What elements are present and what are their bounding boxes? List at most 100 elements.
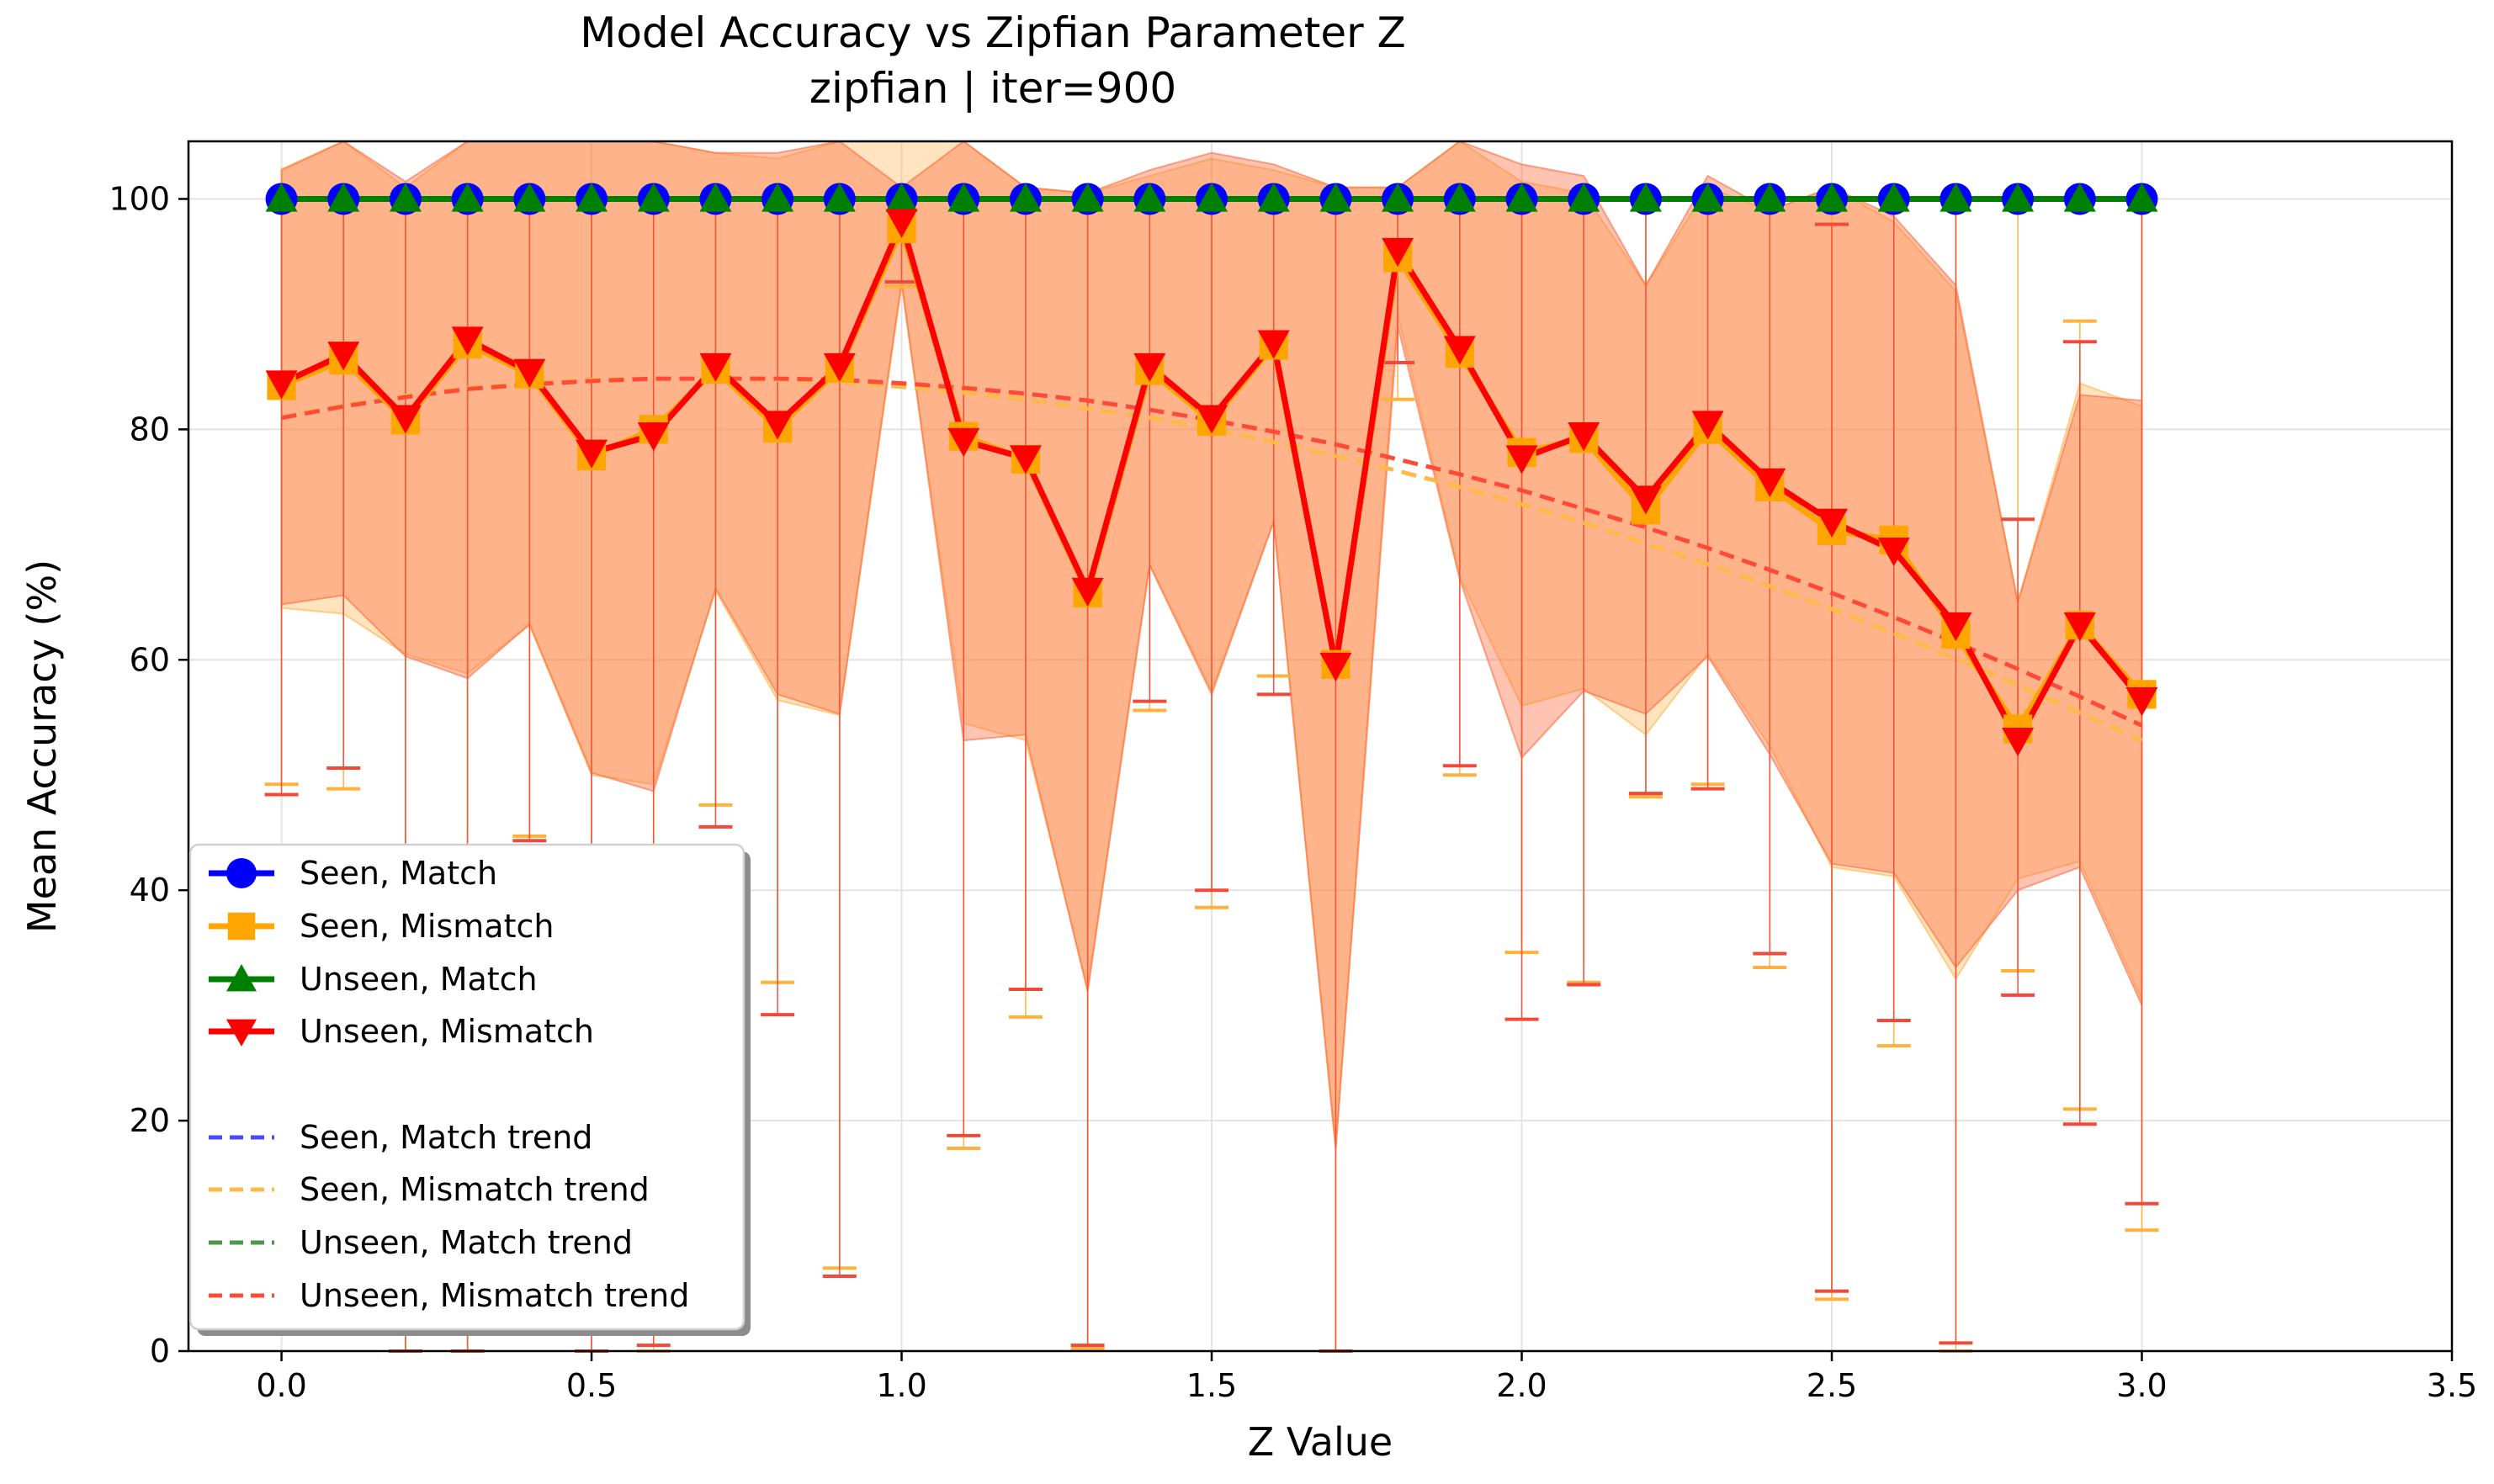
legend-label: Seen, Match trend bbox=[300, 1119, 592, 1156]
data-point bbox=[1319, 652, 1352, 682]
legend-label: Unseen, Mismatch bbox=[300, 1013, 594, 1050]
data-point bbox=[1443, 183, 1476, 212]
data-point bbox=[1071, 183, 1104, 212]
plot-frame bbox=[187, 140, 2454, 1353]
data-point bbox=[576, 439, 608, 469]
chart-title: Model Accuracy vs Zipfian Parameter Z bbox=[580, 8, 1406, 57]
y-axis-label: Mean Accuracy (%) bbox=[19, 559, 65, 933]
legend: Seen, Match Seen, Mismatch Unseen, Match Un… bbox=[188, 843, 751, 1336]
x-tick-label: 1.5 bbox=[1186, 1367, 1237, 1404]
legend-label: Seen, Mismatch trend bbox=[300, 1171, 650, 1208]
data-point bbox=[1691, 183, 1724, 212]
x-tick-label: 2.0 bbox=[1496, 1367, 1547, 1404]
legend-label: Unseen, Match bbox=[300, 961, 538, 998]
data-point bbox=[947, 183, 980, 212]
data-point bbox=[637, 183, 670, 212]
data-point bbox=[1877, 537, 1910, 567]
data-point bbox=[327, 183, 360, 212]
data-point bbox=[1071, 577, 1104, 607]
data-point bbox=[1754, 183, 1786, 212]
data-point bbox=[2002, 727, 2035, 757]
data-point bbox=[1133, 352, 1166, 383]
x-tick-label: 1.0 bbox=[876, 1367, 926, 1404]
data-point bbox=[1257, 330, 1290, 359]
y-axis: 0 20 40 60 80 100 bbox=[109, 180, 188, 1370]
data-point bbox=[1816, 183, 1849, 212]
data-point bbox=[823, 352, 856, 383]
data-point bbox=[637, 422, 670, 452]
legend-label: Unseen, Mismatch trend bbox=[300, 1277, 689, 1314]
data-point bbox=[1939, 183, 1972, 212]
y-tick-label: 80 bbox=[130, 411, 170, 448]
data-point bbox=[1629, 183, 1662, 212]
x-axis-label: Z Value bbox=[1248, 1419, 1393, 1465]
data-point bbox=[1568, 183, 1600, 212]
data-point bbox=[389, 183, 422, 212]
data-point bbox=[2063, 612, 2096, 642]
x-tick-label: 2.5 bbox=[1807, 1367, 1857, 1404]
data-point bbox=[823, 183, 856, 212]
data-point bbox=[513, 358, 546, 388]
data-point bbox=[1133, 183, 1166, 212]
data-point bbox=[1257, 183, 1290, 212]
data-point bbox=[761, 183, 794, 212]
data-point bbox=[885, 183, 918, 212]
data-point bbox=[1009, 183, 1042, 212]
data-point bbox=[1754, 468, 1786, 498]
data-point bbox=[1505, 183, 1538, 212]
y-tick-label: 100 bbox=[109, 180, 170, 217]
data-point bbox=[1196, 405, 1228, 434]
data-point bbox=[1443, 336, 1476, 365]
data-point bbox=[1877, 183, 1910, 212]
data-point bbox=[513, 183, 546, 212]
legend-marker bbox=[226, 1019, 257, 1047]
x-tick-label: 0.0 bbox=[256, 1367, 306, 1404]
data-point bbox=[451, 326, 484, 356]
data-point bbox=[699, 352, 732, 383]
data-point bbox=[1505, 445, 1538, 474]
legend-marker bbox=[226, 964, 257, 992]
data-point bbox=[2125, 687, 2158, 717]
trend-line bbox=[281, 376, 2143, 728]
x-tick-label: 3.0 bbox=[2116, 1367, 2167, 1404]
data-point bbox=[2125, 183, 2158, 212]
data-point bbox=[389, 405, 422, 434]
data-point bbox=[2063, 183, 2096, 212]
y-tick-label: 40 bbox=[130, 872, 170, 909]
data-point bbox=[1816, 508, 1849, 538]
legend-label: Seen, Match bbox=[300, 855, 497, 892]
data-point bbox=[2002, 183, 2035, 212]
legend-label: Seen, Mismatch bbox=[300, 908, 554, 945]
data-point bbox=[1319, 183, 1352, 212]
data-point bbox=[1629, 485, 1662, 515]
x-axis: 0.0 0.5 1.0 1.5 2.0 2.5 3.0 3.5 bbox=[256, 1351, 2477, 1404]
data-point bbox=[265, 370, 298, 400]
chart-subtitle: zipfian | iter=900 bbox=[809, 64, 1176, 113]
data-point bbox=[1196, 183, 1228, 212]
markers bbox=[265, 183, 2158, 757]
error-bars bbox=[264, 199, 2159, 1353]
data-point bbox=[1382, 237, 1414, 268]
data-point bbox=[947, 427, 980, 458]
y-tick-label: 0 bbox=[150, 1333, 170, 1370]
data-point bbox=[1568, 422, 1600, 452]
data-point bbox=[699, 183, 732, 212]
legend-marker bbox=[226, 858, 257, 888]
legend-box bbox=[188, 843, 746, 1331]
data-point bbox=[885, 209, 918, 238]
legend-label: Unseen, Match trend bbox=[300, 1224, 633, 1261]
data-point bbox=[1691, 411, 1724, 440]
y-tick-label: 60 bbox=[130, 641, 170, 678]
data-point bbox=[327, 342, 360, 371]
data-point bbox=[265, 183, 298, 212]
data-point bbox=[761, 411, 794, 440]
legend-marker bbox=[227, 912, 256, 941]
x-tick-label: 0.5 bbox=[566, 1367, 617, 1404]
y-tick-label: 20 bbox=[130, 1102, 170, 1139]
data-point bbox=[1382, 183, 1414, 212]
data-point bbox=[451, 183, 484, 212]
data-point bbox=[1939, 612, 1972, 642]
data-point bbox=[1009, 445, 1042, 474]
data-point bbox=[576, 183, 608, 212]
